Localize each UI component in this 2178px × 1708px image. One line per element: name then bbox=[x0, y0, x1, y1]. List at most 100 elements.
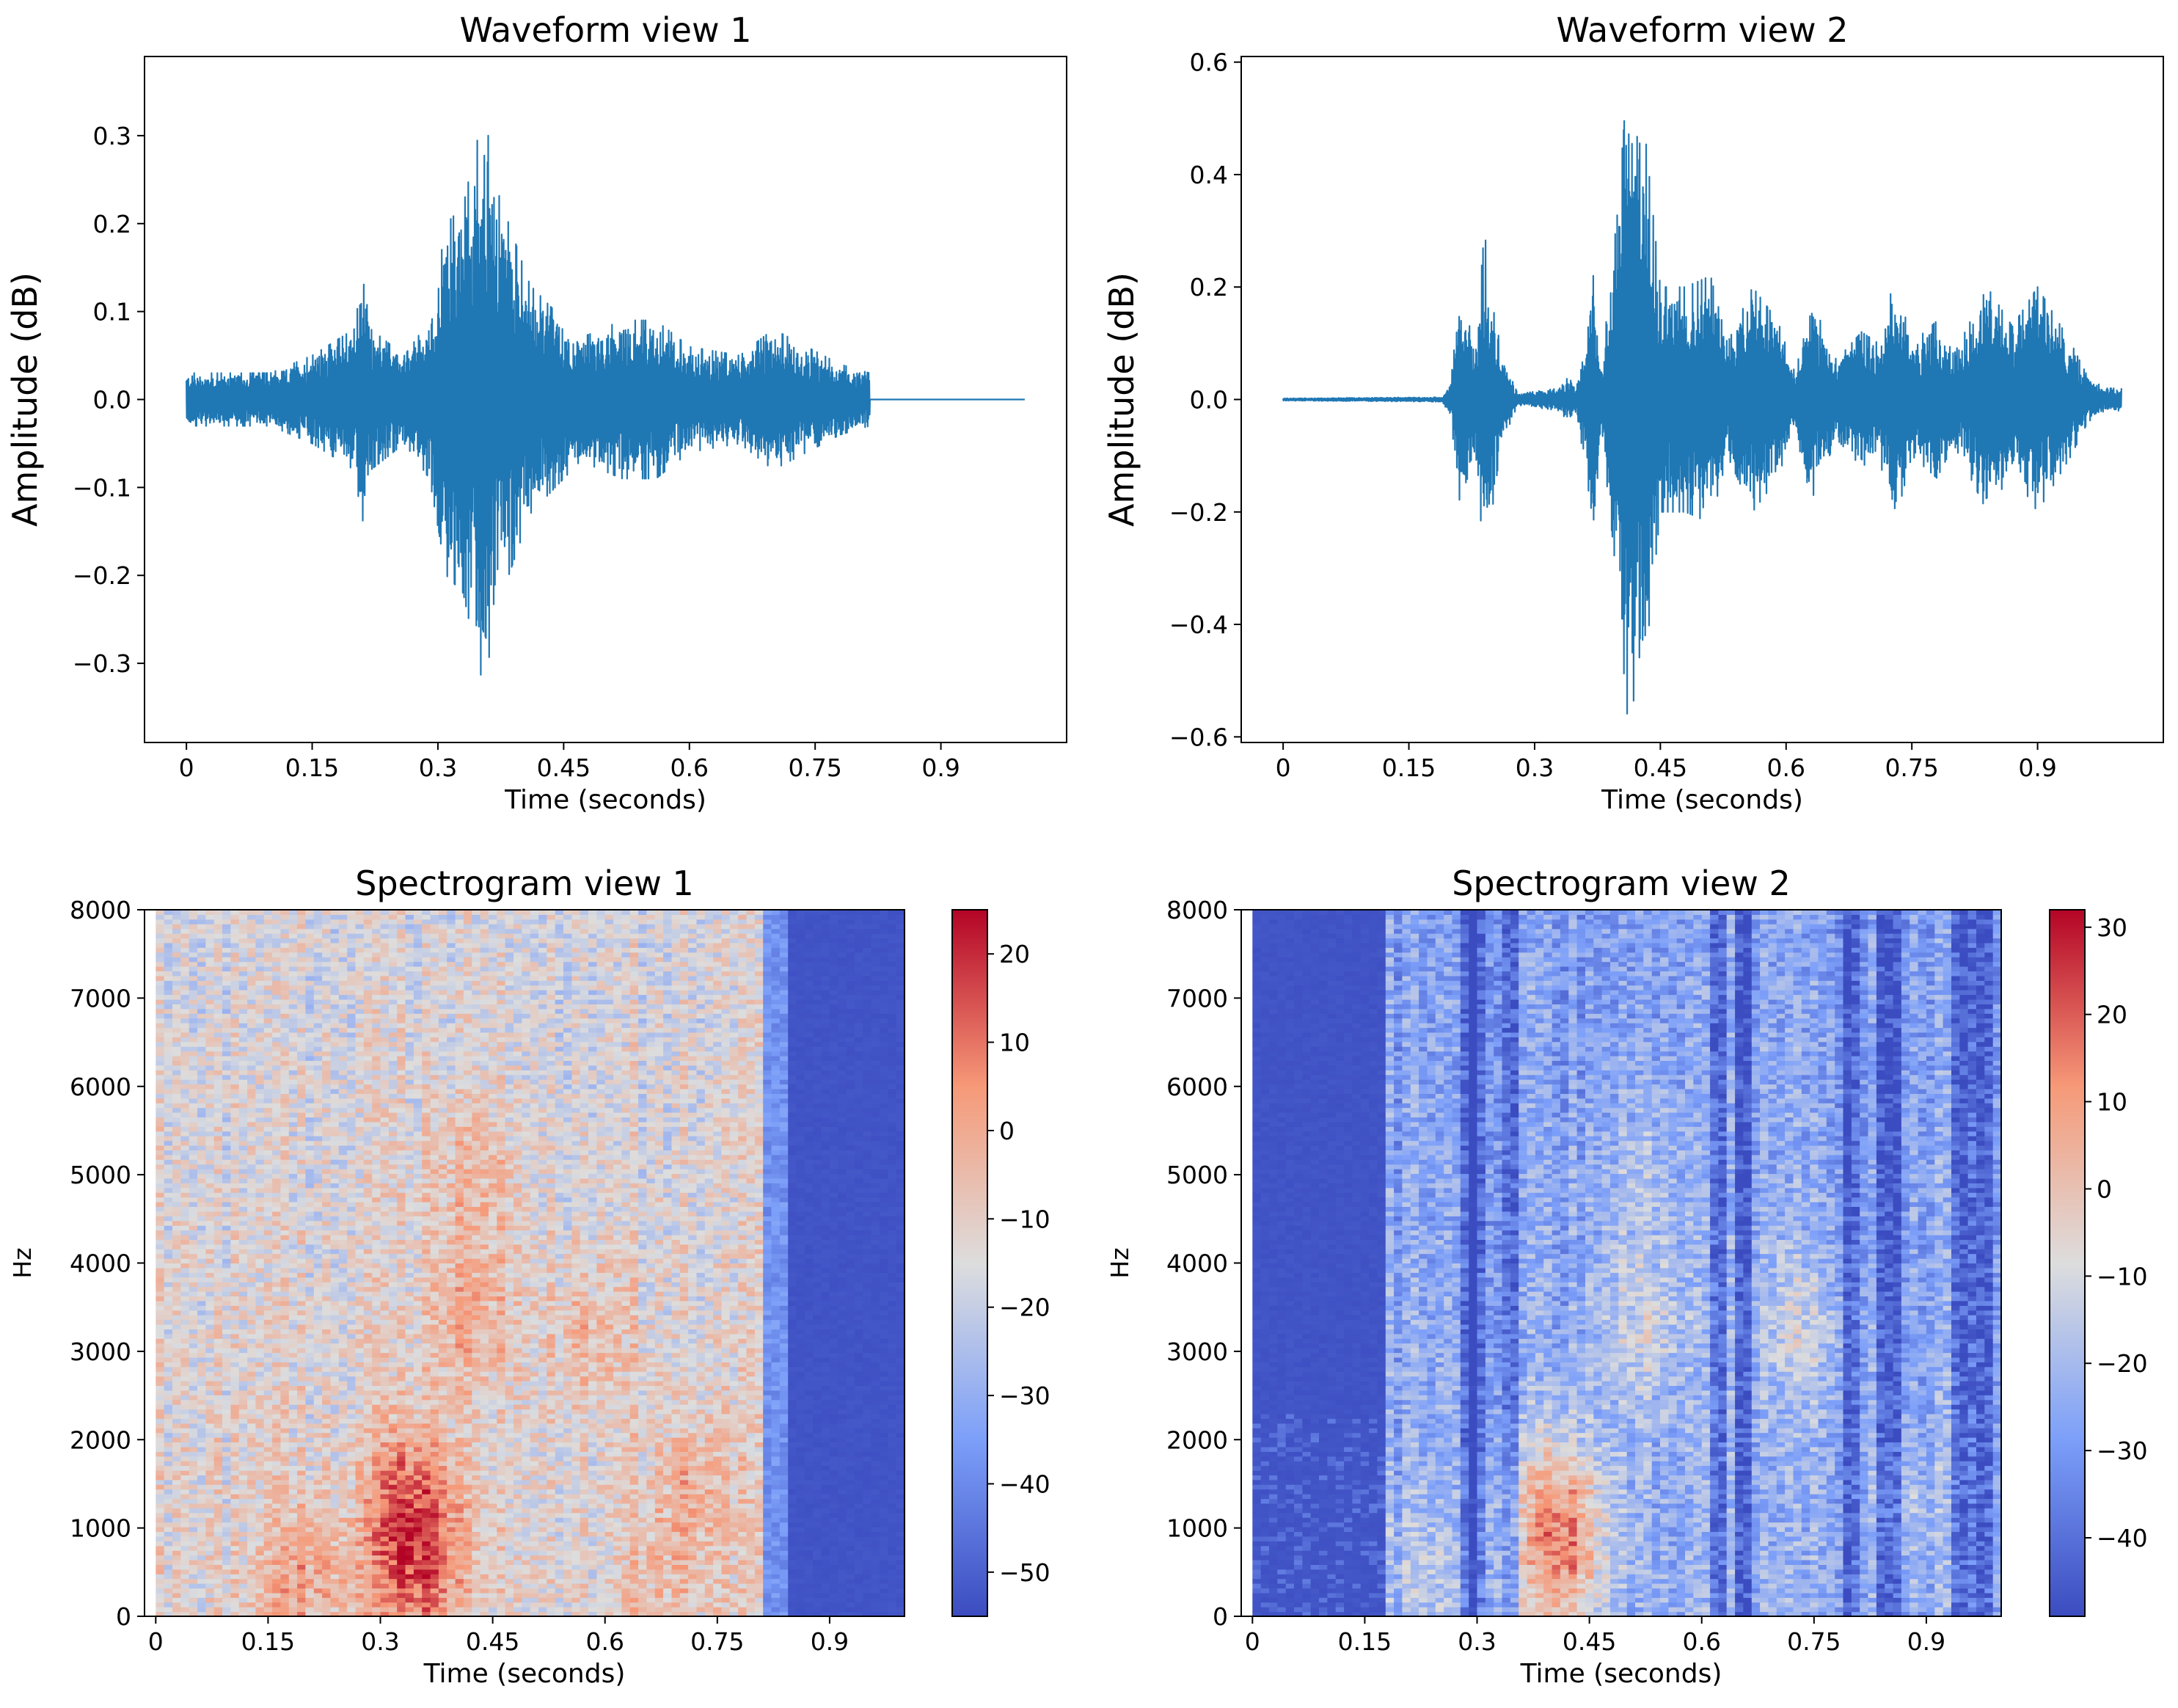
y-tick-label: 0.0 bbox=[1190, 386, 1228, 415]
chart-wave2: 0 0.15 0.3 0.45 0.6 0.75 0.9 −0.6 −0.4 −0.2 0.0 0.2… bbox=[1102, 10, 2164, 815]
colorbar-tick-label: 0 bbox=[999, 1117, 1015, 1145]
x-tick-label: 0.75 bbox=[1885, 753, 1938, 782]
colorbar bbox=[2049, 909, 2086, 1617]
x-tick-label: 0.15 bbox=[241, 1627, 295, 1656]
colorbar-tick-label: −20 bbox=[2097, 1349, 2148, 1378]
colorbar-tick-label: −20 bbox=[999, 1293, 1050, 1322]
x-axis-label: Time (seconds) bbox=[1601, 785, 1803, 815]
y-tick-label: 2000 bbox=[1166, 1426, 1228, 1454]
x-tick-label: 0.3 bbox=[361, 1627, 399, 1656]
x-tick-label: 0.6 bbox=[1682, 1627, 1720, 1656]
y-tick-label: −0.6 bbox=[1169, 723, 1228, 751]
x-tick-label: 0.9 bbox=[1907, 1627, 1945, 1656]
chart-spec1: −50 −40 −30 −20 −10 0 10 20 0 0.15 0.3 0.45 0.6 0.75 0… bbox=[8, 864, 1050, 1689]
plot-area bbox=[186, 134, 1026, 676]
y-tick-label: 0.2 bbox=[1190, 273, 1228, 302]
y-tick-label: 0 bbox=[116, 1602, 131, 1631]
colorbar-tick-label: −30 bbox=[999, 1382, 1050, 1410]
x-tick-label: 0.45 bbox=[537, 753, 591, 782]
y-tick-label: 1000 bbox=[1166, 1514, 1228, 1543]
waveform-line bbox=[186, 134, 1026, 676]
chart-title: Waveform view 1 bbox=[460, 10, 752, 50]
x-tick-label: 0.9 bbox=[921, 753, 960, 782]
colorbar-tick-label: 10 bbox=[999, 1029, 1030, 1057]
x-tick-label: 0 bbox=[1245, 1627, 1260, 1656]
x-axis-label: Time (seconds) bbox=[423, 1659, 626, 1689]
x-tick-label: 0.75 bbox=[788, 753, 841, 782]
y-axis-label: Hz bbox=[1106, 1247, 1134, 1278]
colorbar-tick-label: 10 bbox=[2097, 1088, 2127, 1117]
y-axis-label: Hz bbox=[8, 1247, 37, 1278]
x-tick-label: 0.6 bbox=[1767, 753, 1805, 782]
y-tick-label: 8000 bbox=[70, 896, 131, 924]
colorbar-tick-label: 20 bbox=[999, 940, 1030, 968]
colorbar-tick-label: −40 bbox=[999, 1470, 1050, 1498]
y-tick-label: 0.1 bbox=[93, 298, 131, 326]
y-axis-label: Amplitude (dB) bbox=[1102, 272, 1141, 527]
x-tick-label: 0.15 bbox=[1338, 1627, 1392, 1656]
x-tick-label: 0 bbox=[148, 1627, 164, 1656]
x-tick-label: 0.75 bbox=[1787, 1627, 1841, 1656]
waveform-line bbox=[1282, 120, 2122, 715]
x-tick-label: 0.6 bbox=[670, 753, 709, 782]
y-tick-label: −0.2 bbox=[1169, 498, 1228, 527]
y-tick-label: 0.6 bbox=[1190, 48, 1228, 77]
y-tick-label: −0.4 bbox=[1169, 610, 1228, 639]
y-tick-label: 1000 bbox=[70, 1514, 131, 1543]
colorbar-tick-label: 20 bbox=[2097, 1001, 2127, 1029]
y-tick-label: 0.4 bbox=[1190, 161, 1228, 189]
plot-area bbox=[156, 910, 905, 1616]
x-tick-label: 0.45 bbox=[466, 1627, 519, 1656]
y-tick-label: 4000 bbox=[1166, 1249, 1228, 1278]
x-tick-label: 0.15 bbox=[285, 753, 339, 782]
y-tick-label: −0.2 bbox=[73, 561, 131, 590]
colorbar-tick-label: −50 bbox=[999, 1558, 1050, 1587]
x-tick-label: 0.3 bbox=[1516, 753, 1554, 782]
y-tick-label: 7000 bbox=[70, 984, 131, 1012]
y-tick-label: 0 bbox=[1213, 1602, 1228, 1631]
y-tick-label: 0.0 bbox=[93, 386, 131, 415]
x-tick-label: 0 bbox=[1276, 753, 1291, 782]
colorbar-tick-label: −30 bbox=[2097, 1437, 2148, 1465]
colorbar-tick-label: −10 bbox=[2097, 1262, 2148, 1291]
y-axis-label: Amplitude (dB) bbox=[5, 272, 45, 527]
chart-title: Waveform view 2 bbox=[1557, 10, 1849, 50]
colorbar-tick-label: −40 bbox=[2097, 1524, 2148, 1552]
y-tick-label: 4000 bbox=[70, 1249, 131, 1278]
plot-area bbox=[1282, 120, 2122, 715]
y-tick-label: −0.1 bbox=[73, 473, 131, 502]
y-tick-label: 0.3 bbox=[93, 122, 131, 150]
y-tick-label: 5000 bbox=[1166, 1161, 1228, 1189]
x-tick-label: 0.9 bbox=[811, 1627, 849, 1656]
y-tick-label: 6000 bbox=[70, 1073, 131, 1101]
y-tick-label: 7000 bbox=[1166, 984, 1228, 1012]
y-tick-label: 5000 bbox=[70, 1161, 131, 1189]
chart-title: Spectrogram view 2 bbox=[1452, 864, 1791, 903]
x-axis-label: Time (seconds) bbox=[1520, 1659, 1722, 1689]
chart-wave1: 0 0.15 0.3 0.45 0.6 0.75 0.9 −0.3 −0.2 −0.1 0.0 0.1… bbox=[5, 10, 1067, 815]
x-tick-label: 0.45 bbox=[1634, 753, 1687, 782]
x-tick-label: 0.6 bbox=[585, 1627, 624, 1656]
y-tick-label: 3000 bbox=[70, 1337, 131, 1366]
chart-spec2: −40 −30 −20 −10 0 10 20 30 0 0.15 0.3 0.45 0.6 0.75 0.… bbox=[1106, 864, 2148, 1689]
y-tick-label: 3000 bbox=[1166, 1337, 1228, 1366]
chart-title: Spectrogram view 1 bbox=[355, 864, 694, 903]
y-tick-label: 0.2 bbox=[93, 210, 131, 238]
x-tick-label: 0 bbox=[179, 753, 194, 782]
y-tick-label: 6000 bbox=[1166, 1073, 1228, 1101]
colorbar-tick-label: −10 bbox=[999, 1205, 1050, 1233]
x-tick-label: 0.9 bbox=[2018, 753, 2056, 782]
plot-area bbox=[1252, 910, 2001, 1616]
x-tick-label: 0.3 bbox=[419, 753, 457, 782]
colorbar-tick-label: 0 bbox=[2097, 1175, 2112, 1203]
y-tick-label: 8000 bbox=[1166, 896, 1228, 924]
colorbar-tick-label: 30 bbox=[2097, 913, 2127, 942]
x-tick-label: 0.3 bbox=[1458, 1627, 1496, 1656]
y-tick-label: −0.3 bbox=[73, 649, 131, 678]
colorbar bbox=[951, 909, 988, 1617]
x-tick-label: 0.15 bbox=[1382, 753, 1436, 782]
y-tick-label: 2000 bbox=[70, 1426, 131, 1454]
x-tick-label: 0.75 bbox=[690, 1627, 744, 1656]
x-axis-label: Time (seconds) bbox=[504, 785, 706, 815]
